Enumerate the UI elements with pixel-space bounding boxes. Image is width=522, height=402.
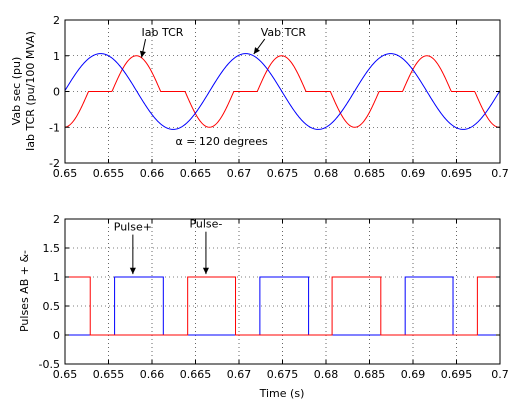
top-xtick-label: 0.665	[180, 167, 212, 180]
bottom-ytick-label: 0.5	[43, 300, 61, 313]
vab-tcr-series-line	[64, 53, 501, 130]
top-annotations: Iab TCR Vab TCR α = 120 degrees	[139, 26, 307, 148]
top-ylabel-line2: Iab TCR (pu/100 MVA)	[24, 31, 37, 151]
top-ytick-label: 1	[53, 50, 60, 63]
top-annotation-arrowhead-0	[139, 50, 146, 58]
top-xtick-label: 0.695	[441, 167, 473, 180]
bottom-xtick-label: 0.69	[401, 368, 426, 381]
bottom-annotation-1: Pulse-	[189, 218, 222, 231]
bottom-xtick-label: 0.665	[180, 368, 212, 381]
bottom-ylabel: Pulses AB + &-	[18, 250, 31, 332]
top-ytick-label: 2	[53, 14, 60, 27]
top-xtick-label: 0.685	[354, 167, 386, 180]
bottom-ticks: 0.65 0.655 0.66 0.665 0.67 0.675 0.68 0.685 0.69…	[39, 213, 509, 381]
top-ytick-label: 0	[53, 86, 60, 99]
bottom-ytick-label: -0.5	[39, 358, 60, 371]
bottom-axes: 0.65 0.655 0.66 0.665 0.67 0.675 0.68 0.685 0.69…	[18, 213, 509, 400]
top-xtick-label: 0.7	[491, 167, 509, 180]
top-annotation-1: Vab TCR	[261, 26, 307, 39]
iab-tcr-series-line	[64, 55, 501, 128]
bottom-annotation-arrowhead-0	[129, 267, 136, 275]
top-xtick-label: 0.68	[314, 167, 339, 180]
bottom-ytick-label: 1	[53, 271, 60, 284]
bottom-xtick-label: 0.7	[491, 368, 509, 381]
bottom-xlabel: Time (s)	[259, 387, 305, 400]
top-xtick-label: 0.675	[267, 167, 299, 180]
bottom-xtick-label: 0.65	[53, 368, 78, 381]
bottom-data	[65, 276, 500, 336]
bottom-xtick-label: 0.695	[441, 368, 473, 381]
top-xtick-label: 0.69	[401, 167, 426, 180]
top-ticks: 0.65 0.655 0.66 0.665 0.67 0.675 0.68 0.685 0.69…	[49, 14, 509, 180]
top-axes: 0.65 0.655 0.66 0.665 0.67 0.675 0.68 0.685 0.69…	[10, 14, 509, 180]
bottom-xtick-label: 0.68	[314, 368, 339, 381]
top-ytick-label: -1	[49, 121, 60, 134]
top-ytick-label: -2	[49, 157, 60, 170]
bottom-ytick-label: 0	[53, 329, 60, 342]
top-xtick-label: 0.66	[140, 167, 165, 180]
bottom-xtick-label: 0.675	[267, 368, 299, 381]
bottom-ytick-label: 1.5	[43, 242, 61, 255]
bottom-ytick-label: 2	[53, 213, 60, 226]
bottom-xtick-label: 0.685	[354, 368, 386, 381]
top-xtick-label: 0.65	[53, 167, 78, 180]
top-data	[64, 53, 501, 130]
bottom-xtick-label: 0.66	[140, 368, 165, 381]
top-annotation-2: α = 120 degrees	[175, 135, 268, 148]
top-xtick-label: 0.655	[93, 167, 125, 180]
pulse-plus-series-line	[65, 276, 500, 336]
bottom-xtick-label: 0.67	[227, 368, 252, 381]
bottom-annotation-arrowhead-1	[202, 267, 209, 275]
top-annotation-arrowhead-1	[253, 47, 260, 54]
top-ylabel-line1: Vab sec (pu)	[10, 57, 23, 125]
top-annotation-0: Iab TCR	[142, 26, 184, 39]
bottom-xtick-label: 0.655	[93, 368, 125, 381]
bottom-annotations: Pulse+ Pulse-	[114, 218, 222, 275]
top-xtick-label: 0.67	[227, 167, 252, 180]
pulse-minus-series-line	[65, 276, 500, 336]
bottom-annotation-0: Pulse+	[114, 221, 152, 234]
